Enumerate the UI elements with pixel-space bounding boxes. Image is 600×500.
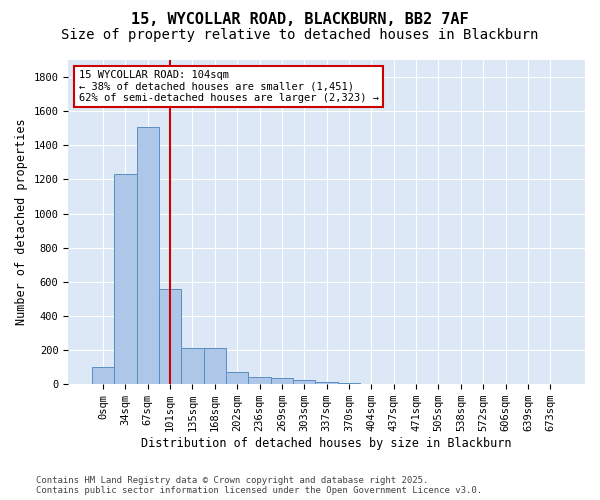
Bar bbox=[248, 376, 271, 384]
Text: 15, WYCOLLAR ROAD, BLACKBURN, BB2 7AF: 15, WYCOLLAR ROAD, BLACKBURN, BB2 7AF bbox=[131, 12, 469, 28]
Text: Contains HM Land Registry data © Crown copyright and database right 2025.
Contai: Contains HM Land Registry data © Crown c… bbox=[36, 476, 482, 495]
Bar bbox=[226, 372, 248, 384]
Text: Size of property relative to detached houses in Blackburn: Size of property relative to detached ho… bbox=[61, 28, 539, 42]
X-axis label: Distribution of detached houses by size in Blackburn: Distribution of detached houses by size … bbox=[142, 437, 512, 450]
Bar bbox=[271, 378, 293, 384]
Bar bbox=[203, 348, 226, 384]
Y-axis label: Number of detached properties: Number of detached properties bbox=[15, 119, 28, 326]
Text: 15 WYCOLLAR ROAD: 104sqm
← 38% of detached houses are smaller (1,451)
62% of sem: 15 WYCOLLAR ROAD: 104sqm ← 38% of detach… bbox=[79, 70, 379, 103]
Bar bbox=[181, 348, 203, 384]
Bar bbox=[316, 382, 338, 384]
Bar bbox=[293, 380, 316, 384]
Bar bbox=[137, 126, 159, 384]
Bar bbox=[92, 367, 114, 384]
Bar bbox=[159, 288, 181, 384]
Bar bbox=[114, 174, 137, 384]
